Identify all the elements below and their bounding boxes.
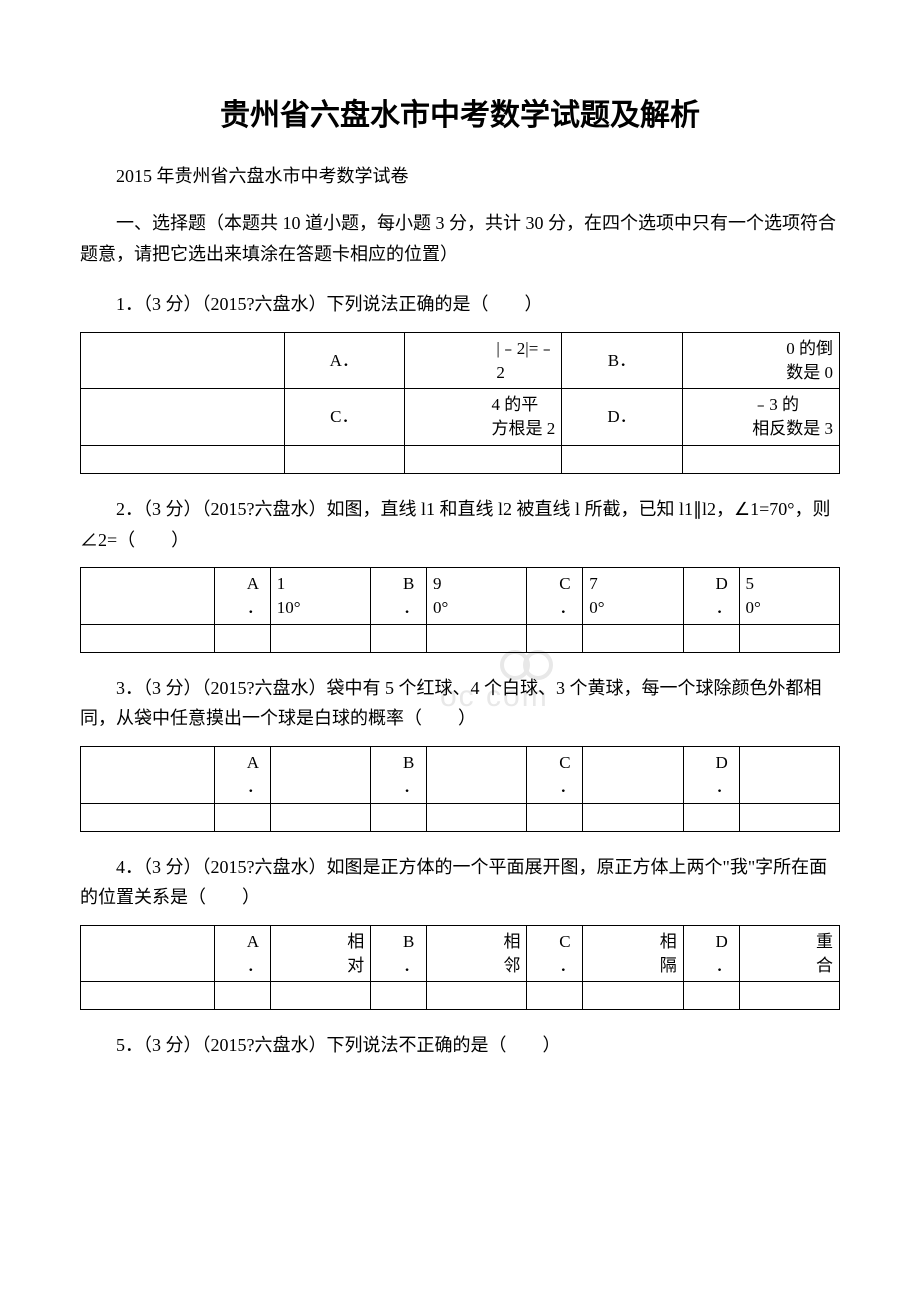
document-title: 贵州省六盘水市中考数学试题及解析 — [80, 90, 840, 134]
option-b-label: B． — [371, 568, 427, 625]
option-c-label: C． — [527, 925, 583, 982]
table-row — [81, 624, 840, 652]
question-4-options-table: A． 相对 B． 相邻 C． 相隔 D． 重合 — [80, 925, 840, 1011]
option-a-label: A． — [214, 746, 270, 803]
table-row — [81, 803, 840, 831]
option-a-label: A． — [214, 568, 270, 625]
table-row: A． |﹣2|=﹣2 B． 0 的倒数是 0 — [81, 332, 840, 389]
option-c-value: 70° — [583, 568, 683, 625]
option-b-label: B． — [562, 332, 682, 389]
option-d-value: 重合 — [739, 925, 840, 982]
option-b-value — [427, 746, 527, 803]
question-3-stem: 3．（3 分）（2015?六盘水）袋中有 5 个红球、4 个白球、3 个黄球，每… — [80, 673, 840, 734]
question-1-stem: 1．（3 分）（2015?六盘水）下列说法正确的是（ ） — [80, 289, 840, 320]
option-a-value: 相对 — [270, 925, 370, 982]
option-d-label: D． — [562, 389, 682, 446]
option-c-value: 相隔 — [583, 925, 683, 982]
option-d-value: ﹣3 的相反数是 3 — [682, 389, 839, 446]
option-a-label: A． — [284, 332, 404, 389]
question-2-options-table: A． 110° B． 90° C． 70° D． 50° — [80, 567, 840, 653]
option-c-value — [583, 746, 683, 803]
option-a-value: |﹣2|=﹣2 — [404, 332, 561, 389]
table-row: C． 4 的平方根是 2 D． ﹣3 的相反数是 3 — [81, 389, 840, 446]
document-subtitle: 2015 年贵州省六盘水市中考数学试卷 — [80, 162, 840, 188]
option-d-label: D． — [683, 925, 739, 982]
option-c-label: C． — [527, 746, 583, 803]
question-5-stem: 5．（3 分）（2015?六盘水）下列说法不正确的是（ ） — [80, 1030, 840, 1061]
option-b-label: B． — [371, 746, 427, 803]
option-c-label: C． — [527, 568, 583, 625]
table-row — [81, 445, 840, 473]
option-d-label: D． — [683, 568, 739, 625]
option-d-value — [739, 746, 840, 803]
table-row: A． 相对 B． 相邻 C． 相隔 D． 重合 — [81, 925, 840, 982]
option-a-value: 110° — [270, 568, 370, 625]
option-c-label: C． — [284, 389, 404, 446]
table-row: A． B． C． D． — [81, 746, 840, 803]
option-b-value: 相邻 — [427, 925, 527, 982]
question-4-stem: 4．（3 分）（2015?六盘水）如图是正方体的一个平面展开图，原正方体上两个"… — [80, 852, 840, 913]
question-2-stem: 2．（3 分）（2015?六盘水）如图，直线 l1 和直线 l2 被直线 l 所… — [80, 494, 840, 555]
option-d-label: D． — [683, 746, 739, 803]
table-row: A． 110° B． 90° C． 70° D． 50° — [81, 568, 840, 625]
question-3-options-table: A． B． C． D． — [80, 746, 840, 832]
option-b-label: B． — [371, 925, 427, 982]
question-1-options-table: A． |﹣2|=﹣2 B． 0 的倒数是 0 C． 4 的平方根是 2 D． ﹣… — [80, 332, 840, 474]
table-row — [81, 982, 840, 1010]
option-c-value: 4 的平方根是 2 — [404, 389, 561, 446]
section-heading: 一、选择题（本题共 10 道小题，每小题 3 分，共计 30 分，在四个选项中只… — [80, 208, 840, 269]
option-b-value: 0 的倒数是 0 — [682, 332, 839, 389]
option-a-label: A． — [214, 925, 270, 982]
option-a-value — [270, 746, 370, 803]
option-d-value: 50° — [739, 568, 840, 625]
option-b-value: 90° — [427, 568, 527, 625]
